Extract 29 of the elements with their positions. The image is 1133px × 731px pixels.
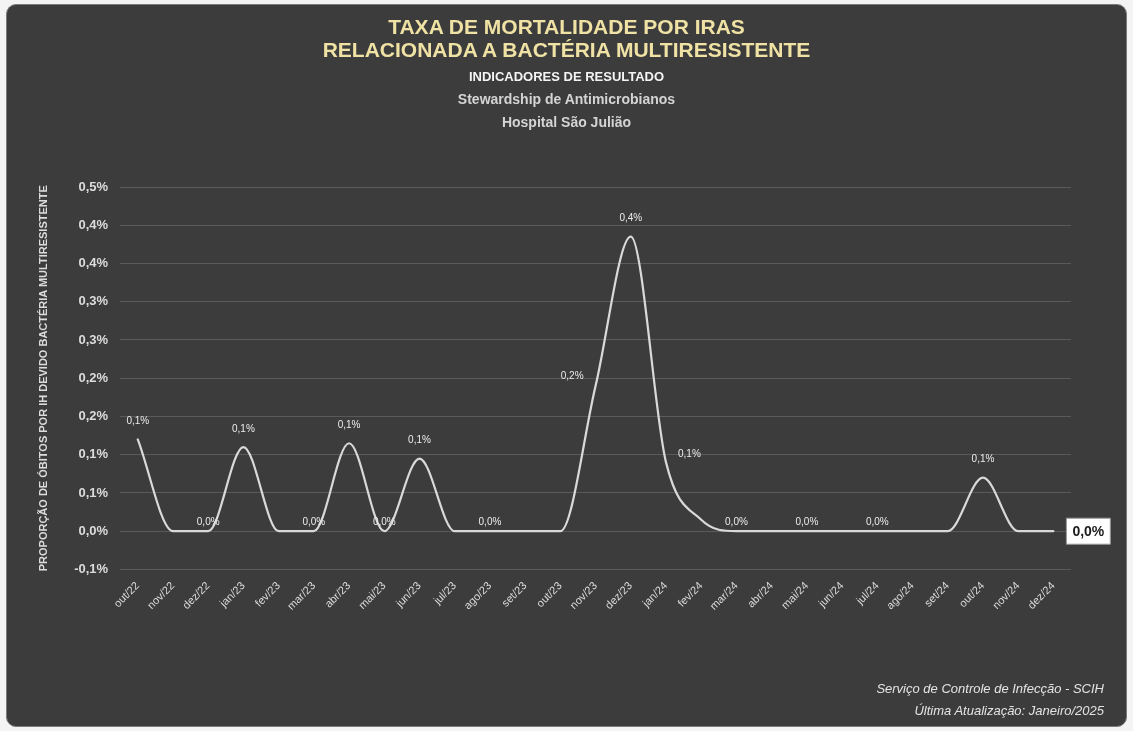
data-label: 0,1% — [971, 453, 995, 465]
text: Serviço de Controle de Infecção - SCIH — [876, 680, 1104, 698]
y-tick-label: 0,4% — [78, 216, 109, 232]
data-label: 0,1% — [337, 419, 361, 430]
y-tick-label: 0,2% — [78, 408, 109, 424]
y-axis-title: PROPORÇÃO DE ÓBITOS POR IH DEVIDO BACTÉRIA MULTIRESISTENTE — [36, 185, 49, 572]
y-tick-label: 0,5% — [78, 178, 109, 194]
y-tick-label: 0,3% — [78, 331, 109, 347]
data-label: 0,0% — [795, 515, 819, 527]
y-tick-label: 0,0% — [78, 522, 109, 538]
data-label: 0,0% — [865, 515, 889, 527]
y-tick-label: 0,2% — [78, 369, 109, 385]
y-tick-label: 0,1% — [78, 484, 109, 500]
y-tick-label: 0,3% — [78, 293, 109, 309]
data-label: 0,2% — [560, 369, 584, 381]
chart-title: TAXA DE MORTALIDADE POR IRAS RELACIONADA A BACTÉRIA MULTIRESISTENTE — [321, 15, 812, 61]
data-label: 0,0% — [725, 515, 748, 527]
data-label: 0,4% — [619, 212, 643, 224]
chart-subtitle: INDICADORES DE RESULTADO Stewardship de Antimicrobianos Hospital São Julião — [456, 68, 677, 132]
y-tick-label: 0,1% — [78, 446, 109, 462]
y-tick-label: 0,4% — [78, 255, 109, 271]
data-label: 0,1% — [232, 422, 255, 434]
data-label: 0,1% — [678, 448, 701, 460]
data-label: 0,0% — [1072, 523, 1105, 540]
text: Última Atualização: Janeiro/2025 — [913, 702, 1104, 720]
data-label: 0,0% — [478, 515, 502, 527]
data-label: 0,1% — [408, 434, 431, 446]
data-label: 0,1% — [126, 415, 150, 427]
y-tick-label: -0,1% — [74, 561, 109, 577]
